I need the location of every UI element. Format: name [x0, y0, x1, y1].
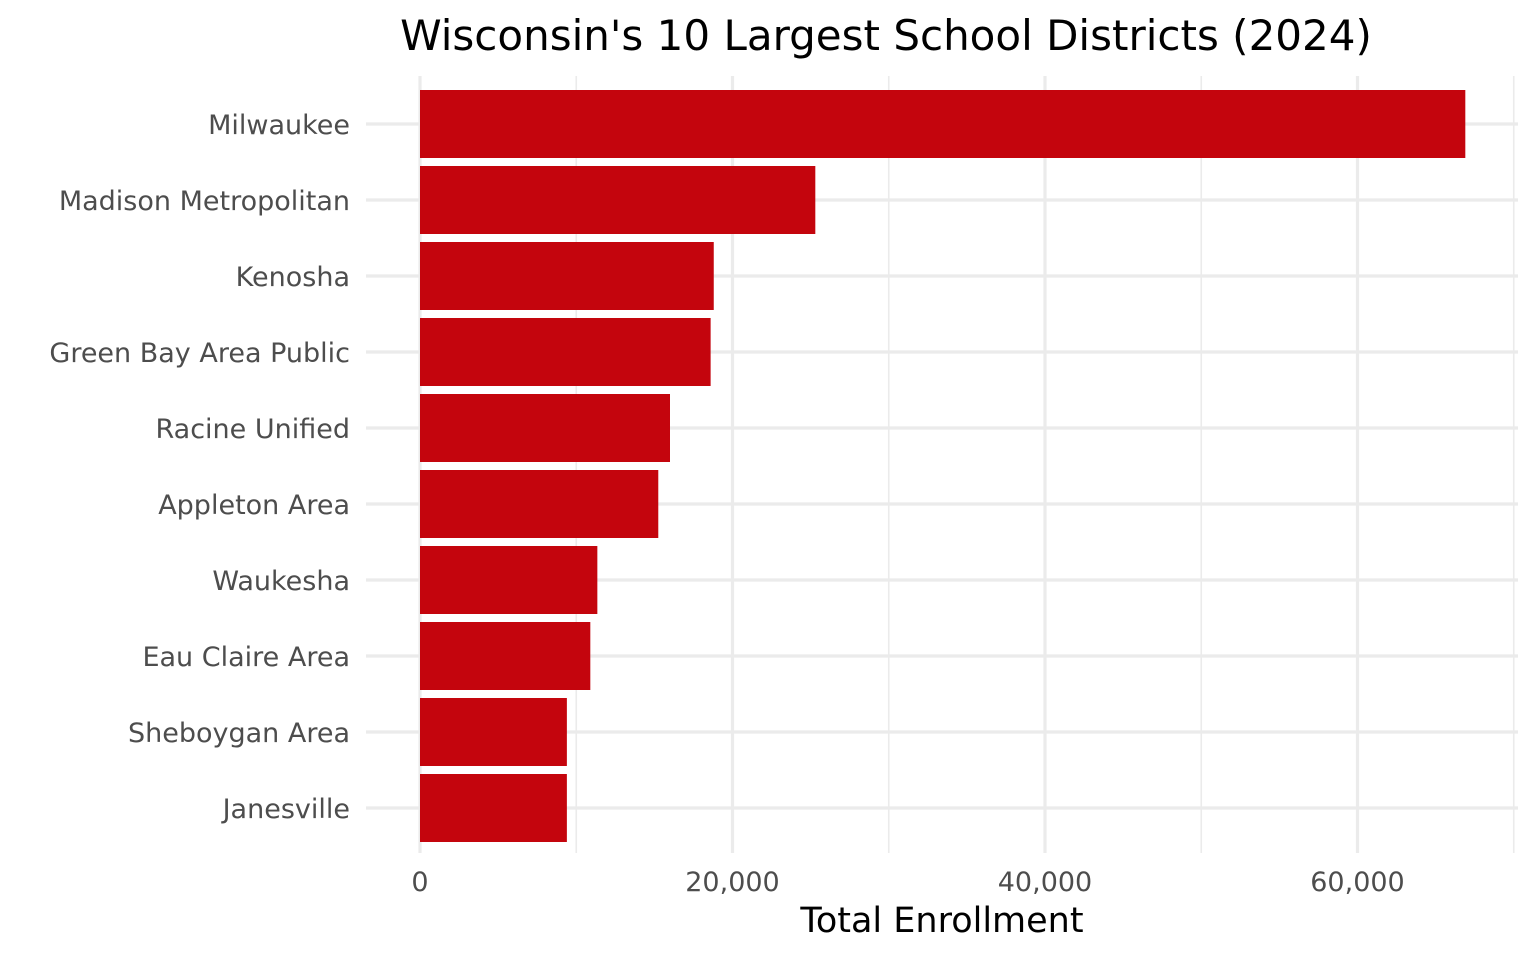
bar: [420, 774, 567, 842]
category-label: Milwaukee: [208, 110, 350, 141]
bar: [420, 318, 711, 386]
category-label: Janesville: [221, 794, 350, 825]
category-label: Sheboygan Area: [128, 718, 350, 749]
category-label: Racine Unified: [156, 414, 351, 445]
category-label: Kenosha: [236, 262, 350, 293]
category-label: Appleton Area: [158, 490, 350, 521]
bar: [420, 698, 567, 766]
bar: [420, 394, 670, 462]
bar: [420, 546, 598, 614]
x-tick-labels: 0 20,000 40,000 60,000: [411, 867, 1404, 898]
bars: [420, 90, 1466, 842]
category-label: Eau Claire Area: [142, 642, 350, 673]
x-tick-label: 20,000: [685, 867, 779, 898]
bar: [420, 470, 659, 538]
category-labels: Milwaukee Madison Metropolitan Kenosha Gree…: [49, 110, 350, 825]
x-tick-label: 0: [411, 867, 428, 898]
bar: [420, 90, 1466, 158]
x-tick-label: 40,000: [998, 867, 1092, 898]
bar: [420, 166, 816, 234]
bar: [420, 242, 714, 310]
category-label: Madison Metropolitan: [59, 186, 350, 217]
category-label: Green Bay Area Public: [49, 338, 350, 369]
x-axis-title: Total Enrollment: [799, 901, 1083, 941]
bar: [420, 622, 591, 690]
category-label: Waukesha: [212, 566, 350, 597]
chart-title: Wisconsin's 10 Largest School Districts …: [400, 11, 1372, 60]
x-tick-label: 60,000: [1310, 867, 1404, 898]
